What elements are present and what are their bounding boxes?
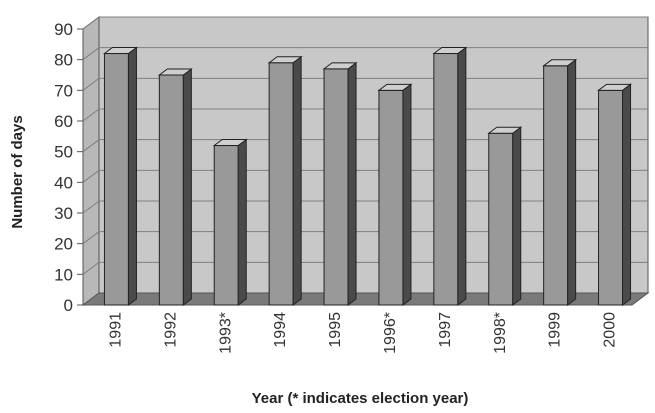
bar-front [213,145,239,306]
bar-1991 [102,46,138,306]
bar-top [322,62,358,70]
bar-top [542,59,578,67]
bar-front [378,89,404,306]
bar-1994 [267,55,303,306]
x-tick-label: 1997 [437,312,454,348]
bar-front [488,132,514,306]
y-axis-label: Number of days [9,115,26,228]
y-tick-label: 40 [54,173,73,192]
bar-front [103,53,129,306]
bar-side [402,83,412,306]
bar-side [292,55,302,306]
x-tick-label: 2000 [602,312,619,348]
bar-top [157,68,193,76]
bar-top [212,139,248,147]
bar-top [487,126,523,134]
bar-side [567,58,577,306]
bar-1993* [212,138,248,306]
bar-front [598,89,624,306]
x-tick-label: 1991 [107,312,124,348]
bar-1992 [157,68,193,306]
bar-side [457,46,467,306]
x-tick-label: 1992 [162,312,179,348]
bar-side [622,83,632,306]
bar-front [323,68,349,306]
y-tick-label: 60 [54,112,73,131]
bar-1995 [322,61,358,306]
bar-top [432,47,468,55]
bar-front [268,62,294,306]
bar-front [158,74,184,306]
x-tick-label: 1996* [382,312,399,354]
bars [102,46,633,306]
y-tick-label: 90 [54,20,73,39]
y-tick-label: 70 [54,81,73,100]
bar-1996* [377,83,413,306]
bar-2000 [597,83,633,306]
bar-1998* [487,126,523,306]
y-axis-ticks: 0 10 20 30 40 50 60 70 80 90 [54,20,83,315]
x-tick-label: 1995 [327,312,344,348]
bar-1997 [432,46,468,306]
y-tick-label: 80 [54,51,73,70]
y-tick-label: 0 [64,296,73,315]
x-tick-label: 1993* [217,312,234,354]
bar-side [127,46,137,306]
x-tick-label: 1994 [272,312,289,348]
y-tick-label: 20 [54,235,73,254]
x-tick-label: 1999 [547,312,564,348]
side-wall [82,16,100,306]
y-tick-label: 10 [54,265,73,284]
bar-top [267,56,303,64]
gridline [82,16,648,30]
bar-side [182,68,192,306]
bar-front [433,53,459,306]
bar-side [512,126,522,306]
bar-top [102,47,138,55]
x-axis-label: Year (* indicates election year) [252,390,469,407]
bar-top [377,83,413,91]
bar-front [543,65,569,306]
bar-1999 [542,58,578,306]
bar-side [347,61,357,306]
bar-top [597,83,633,91]
x-tick-label: 1998* [492,312,509,354]
x-axis-ticks: 1991 1992 1993* 1994 1995 1996* 1997 1998* 1999 2… [107,312,618,354]
bar-side [237,138,247,306]
y-tick-label: 50 [54,143,73,162]
y-tick-label: 30 [54,204,73,223]
